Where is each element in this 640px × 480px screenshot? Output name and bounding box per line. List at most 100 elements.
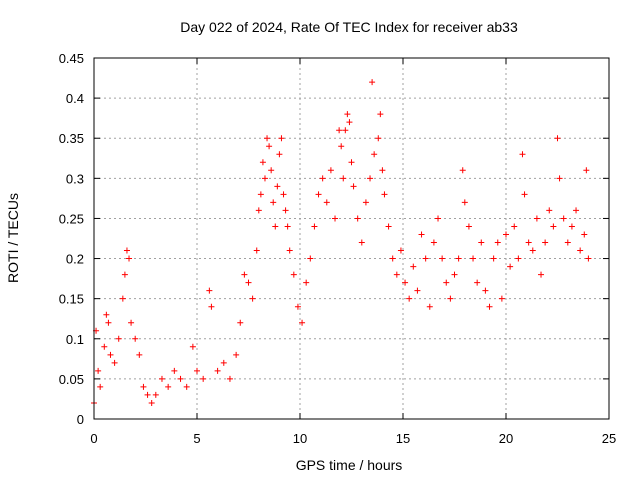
data-point	[474, 279, 481, 286]
data-point	[123, 247, 130, 254]
data-point	[126, 255, 133, 262]
data-point	[257, 191, 264, 198]
data-point	[418, 231, 425, 238]
data-point	[220, 359, 227, 366]
data-point	[233, 351, 240, 358]
gridlines	[94, 58, 609, 419]
data-point	[280, 191, 287, 198]
y-axis-label: ROTI / TECUs	[5, 193, 21, 283]
data-point	[519, 151, 526, 158]
y-tick-label: 0.4	[66, 91, 84, 106]
y-tick-label: 0.2	[66, 252, 84, 267]
data-point	[581, 231, 588, 238]
data-point	[136, 351, 143, 358]
x-tick-label: 20	[499, 431, 513, 446]
data-point	[121, 271, 128, 278]
data-point	[397, 247, 404, 254]
data-point	[272, 223, 279, 230]
data-point	[465, 223, 472, 230]
data-point	[439, 255, 446, 262]
data-point	[119, 295, 126, 302]
data-point	[311, 223, 318, 230]
data-point	[583, 167, 590, 174]
data-point	[132, 335, 139, 342]
data-point	[377, 111, 384, 118]
data-point	[194, 367, 200, 374]
data-point	[389, 255, 396, 262]
y-tick-label: 0.1	[66, 332, 84, 347]
data-point	[585, 255, 592, 262]
data-point	[470, 255, 477, 262]
data-point	[158, 375, 165, 382]
data-point	[294, 303, 301, 310]
data-point	[128, 319, 135, 326]
data-point	[461, 199, 468, 206]
data-point	[538, 271, 545, 278]
data-point	[323, 199, 330, 206]
data-point	[206, 287, 213, 294]
x-tick-label: 10	[293, 431, 307, 446]
x-tick-label: 15	[396, 431, 410, 446]
data-point	[276, 151, 283, 158]
data-point	[573, 207, 580, 214]
data-point	[362, 199, 369, 206]
data-point	[152, 391, 159, 398]
data-point	[266, 143, 273, 150]
data-point	[577, 247, 584, 254]
data-point	[447, 295, 454, 302]
data-point	[103, 311, 110, 318]
data-point	[144, 391, 151, 398]
y-tick-label: 0.05	[59, 372, 84, 387]
data-point	[350, 183, 357, 190]
data-point	[430, 239, 437, 246]
data-point	[381, 191, 388, 198]
data-point	[568, 223, 575, 230]
data-point	[348, 159, 355, 166]
data-point	[435, 215, 442, 222]
data-point	[455, 255, 462, 262]
data-point	[560, 215, 567, 222]
y-axis-ticks: 0 0.05 0.1 0.15 0.2 0.25 0.3 0.35 0.4 0.45	[59, 51, 609, 427]
data-point	[358, 239, 365, 246]
data-point	[546, 207, 553, 214]
data-point	[165, 383, 172, 390]
data-point	[241, 271, 248, 278]
data-point	[498, 295, 505, 302]
data-point	[379, 167, 386, 174]
data-point	[490, 255, 497, 262]
plot-frame	[93, 57, 610, 420]
data-point	[515, 255, 522, 262]
data-point	[253, 247, 260, 254]
data-point	[344, 111, 351, 118]
data-point	[261, 175, 268, 182]
data-point	[402, 279, 409, 286]
data-point	[525, 239, 532, 246]
data-point	[115, 335, 122, 342]
data-point	[443, 279, 450, 286]
data-point	[554, 135, 561, 142]
data-point	[183, 383, 190, 390]
data-points	[91, 79, 592, 406]
data-point	[354, 215, 361, 222]
y-tick-label: 0.35	[59, 131, 84, 146]
data-point	[148, 399, 155, 406]
data-point	[459, 167, 466, 174]
data-point	[542, 239, 549, 246]
data-point	[426, 303, 433, 310]
data-point	[342, 127, 349, 134]
data-point	[245, 279, 252, 286]
data-point	[189, 343, 196, 350]
data-point	[307, 255, 314, 262]
data-point	[268, 167, 275, 174]
data-point	[507, 263, 514, 270]
data-point	[406, 295, 413, 302]
data-point	[478, 239, 485, 246]
data-point	[95, 367, 102, 374]
data-point	[346, 119, 353, 126]
data-point	[327, 167, 334, 174]
data-point	[286, 247, 293, 254]
x-tick-label: 5	[193, 431, 200, 446]
data-point	[486, 303, 493, 310]
data-point	[371, 151, 378, 158]
